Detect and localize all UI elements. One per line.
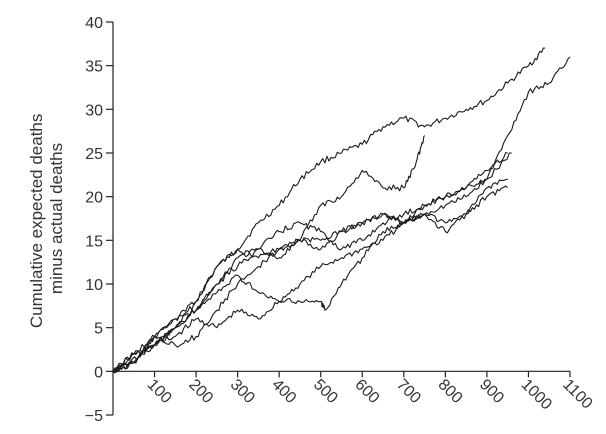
y-tick-label: −5 (85, 408, 103, 425)
x-tick-label: 300 (227, 376, 258, 407)
y-axis-title-line-1: Cumulative expected deaths (27, 114, 46, 329)
y-tick-label: 0 (94, 364, 103, 381)
x-tick-label: 700 (393, 376, 424, 407)
y-axis-title: Cumulative expected deaths minus actual … (27, 109, 66, 328)
y-tick-label: 10 (85, 277, 103, 294)
x-tick-label: 600 (351, 376, 382, 407)
y-tick-label: 30 (85, 102, 103, 119)
x-tick-label: 1100 (559, 376, 595, 412)
y-tick-label: 40 (85, 15, 103, 32)
x-tick-label: 400 (268, 376, 299, 407)
series-line-3 (112, 135, 426, 372)
series-line-6 (112, 185, 509, 372)
x-tick-label: 500 (310, 376, 341, 407)
series-line-2 (112, 56, 571, 373)
x-tick-label: 900 (476, 376, 507, 407)
x-tick-label: 1000 (518, 376, 555, 413)
y-tick-label: 5 (94, 321, 103, 338)
x-tick-label: 800 (435, 376, 466, 407)
x-tick-label: 200 (185, 376, 216, 407)
series-lines (112, 47, 571, 374)
series-line-4 (112, 152, 512, 372)
y-ticks: −5 0 5 10 15 20 25 30 35 40 (85, 15, 113, 425)
y-tick-label: 15 (85, 233, 103, 250)
series-line-1 (112, 47, 546, 374)
axes (112, 22, 570, 415)
y-tick-label: 25 (85, 146, 103, 163)
x-tick-label: 100 (144, 376, 175, 407)
series-line-7 (112, 152, 508, 372)
y-tick-label: 35 (85, 59, 103, 76)
y-axis-title-line-2: minus actual deaths (47, 143, 66, 294)
x-ticks: 100 200 300 400 500 600 700 800 900 1000 1100 (144, 371, 596, 413)
y-tick-label: 20 (85, 190, 103, 207)
